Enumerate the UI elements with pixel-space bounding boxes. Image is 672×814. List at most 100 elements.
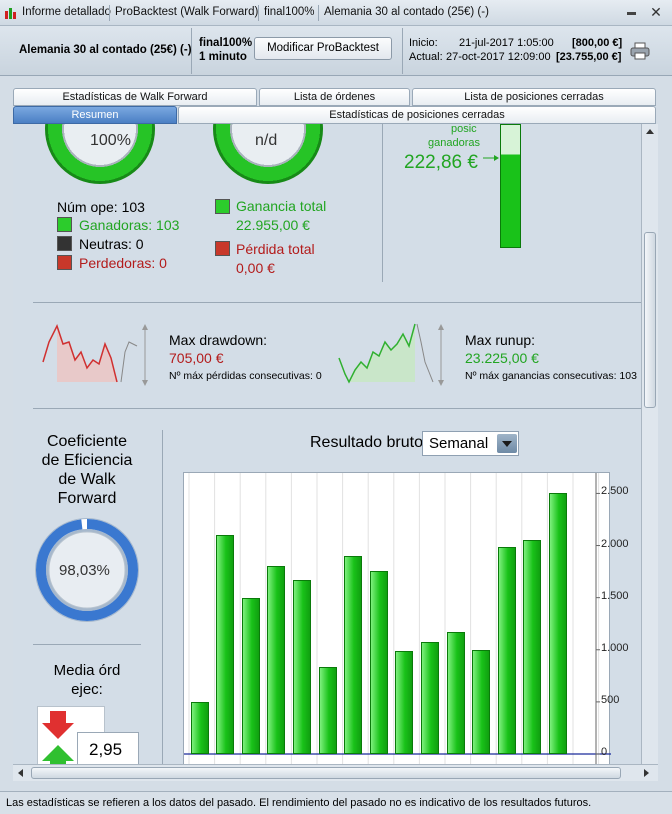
chart-bar — [446, 632, 465, 754]
media-title: Media órd ejec: — [31, 661, 143, 699]
tab-closed-positions-stats[interactable]: Estadísticas de posiciones cerradas — [178, 106, 656, 124]
minimize-icon[interactable] — [627, 12, 636, 15]
y-tick-label: 0 — [601, 746, 608, 758]
current-value: [23.755,00 €] — [556, 51, 622, 63]
media-value-box — [77, 732, 139, 764]
gain-label: Ganancia total — [236, 198, 327, 214]
media-value: 2,95 — [89, 740, 123, 759]
y-tick-label: 2.000 — [601, 537, 629, 550]
losers-count: Perdedoras: 0 — [79, 255, 167, 271]
start-value: [800,00 €] — [572, 37, 623, 49]
arrow-icon — [483, 150, 499, 161]
chart-bar — [369, 570, 388, 754]
vertical-scrollbar[interactable] — [641, 124, 658, 764]
efficiency-gauge — [33, 516, 141, 624]
drawdown-label: Max drawdown: — [169, 332, 268, 348]
horizontal-scroll-thumb[interactable] — [31, 767, 621, 779]
start-label: Inicio: — [409, 37, 438, 49]
avg-gain-value: 222,86 € — [404, 152, 478, 173]
y-tick-label: 500 — [601, 693, 620, 706]
neutral-swatch — [57, 236, 72, 251]
avg-label-1: posic — [451, 124, 477, 135]
efficiency-title-line: Coeficiente — [46, 433, 128, 450]
horizontal-scrollbar[interactable] — [13, 764, 658, 781]
chart-bar — [241, 597, 260, 754]
result-chart — [183, 472, 611, 764]
num-operations: Núm ope: 103 — [57, 199, 145, 215]
loss-value: 0,00 € — [236, 260, 275, 276]
neutral-count: Neutras: 0 — [79, 236, 144, 252]
scroll-up-icon[interactable] — [644, 126, 656, 138]
period-select-value: Semanal — [429, 435, 489, 452]
timeframe: 1 minuto — [199, 51, 247, 63]
chart-bar — [548, 493, 567, 754]
chart-bar — [472, 649, 491, 754]
chart-bar — [420, 642, 439, 754]
title-item-instrument[interactable]: Alemania 30 al contado (25€) (-) — [324, 6, 489, 18]
print-icon[interactable] — [630, 42, 650, 60]
chart-bar — [497, 546, 516, 754]
app-icon — [4, 6, 18, 20]
efficiency-title-line: de Eficiencia — [41, 452, 133, 469]
scroll-right-icon[interactable] — [640, 767, 652, 779]
title-item-system[interactable]: final100% — [264, 6, 315, 18]
chart-bar — [395, 650, 414, 754]
efficiency-title: Coeficiente de Eficiencia de Walk Forwar… — [31, 432, 143, 508]
losers-swatch — [57, 255, 72, 270]
tab-closed-positions-list[interactable]: Lista de posiciones cerradas — [412, 88, 656, 106]
start-date: 21-jul-2017 1:05:00 — [459, 37, 554, 49]
chevron-down-icon[interactable] — [497, 434, 517, 453]
chart-bar — [318, 667, 337, 754]
media-title-line: Media órd — [53, 662, 121, 679]
instrument-label: Alemania 30 al contado (25€) (-) — [19, 44, 192, 56]
drawdown-sub: Nº máx pérdidas consecutivas: 0 — [169, 370, 322, 382]
y-tick-label: 1.000 — [601, 641, 629, 654]
media-title-line: ejec: — [71, 681, 103, 698]
chart-bar — [190, 701, 209, 754]
winners-count: Ganadoras: 103 — [79, 217, 180, 233]
ratio-value: n/d — [255, 132, 278, 149]
runup-label: Max runup: — [465, 332, 536, 348]
status-bar: Las estadísticas se refieren a los datos… — [0, 791, 672, 814]
runup-chart-icon — [337, 322, 449, 388]
gain-value: 22.955,00 € — [236, 217, 310, 233]
chart-title: Resultado bruto — [310, 434, 423, 451]
scroll-left-icon[interactable] — [15, 767, 27, 779]
report-header: Alemania 30 al contado (25€) (-) final10… — [0, 26, 672, 76]
period-select[interactable]: Semanal — [422, 431, 519, 456]
y-tick-label: 1.500 — [601, 589, 629, 602]
runup-value: 23.225,00 € — [465, 350, 539, 366]
chart-bar — [523, 540, 542, 754]
drawdown-value: 705,00 € — [169, 350, 224, 366]
current-label: Actual: — [409, 51, 443, 63]
avg-gain-bar — [500, 124, 521, 248]
runup-sub: Nº máx ganancias consecutivas: 103 — [465, 370, 637, 382]
title-item-probacktest[interactable]: ProBacktest (Walk Forward) — [115, 6, 259, 18]
tab-summary[interactable]: Resumen — [13, 106, 177, 124]
efficiency-value: 98,03% — [59, 562, 110, 579]
chart-bar — [216, 535, 235, 754]
efficiency-title-line: de Walk — [58, 471, 116, 488]
vertical-scroll-thumb[interactable] — [644, 232, 656, 408]
loss-label: Pérdida total — [236, 241, 315, 257]
avg-label-2: ganadoras — [428, 137, 480, 149]
loss-swatch — [215, 241, 230, 256]
system-name: final100% — [199, 37, 253, 49]
drawdown-chart-icon — [41, 322, 153, 388]
gain-swatch — [215, 199, 230, 214]
summary-panel: 100% n/d Núm ope: 103 Ganadoras: 103 Neu… — [13, 124, 658, 764]
modify-probacktest-button[interactable]: Modificar ProBacktest — [254, 37, 392, 60]
current-date: 27-oct-2017 12:09:00 — [446, 51, 551, 63]
chart-bar — [344, 555, 363, 754]
close-icon[interactable]: ✕ — [650, 4, 662, 20]
title-item-report[interactable]: Informe detallado — [22, 6, 111, 18]
y-tick-label: 2.500 — [601, 485, 629, 498]
title-bar: Informe detallado ProBacktest (Walk Forw… — [0, 0, 672, 26]
tab-walk-forward-stats[interactable]: Estadísticas de Walk Forward — [13, 88, 257, 106]
chart-bar — [292, 579, 311, 754]
tab-orders-list[interactable]: Lista de órdenes — [259, 88, 410, 106]
efficiency-title-line: Forward — [57, 490, 117, 507]
winrate-value: 100% — [90, 132, 131, 149]
winners-swatch — [57, 217, 72, 232]
chart-bar — [267, 566, 286, 754]
